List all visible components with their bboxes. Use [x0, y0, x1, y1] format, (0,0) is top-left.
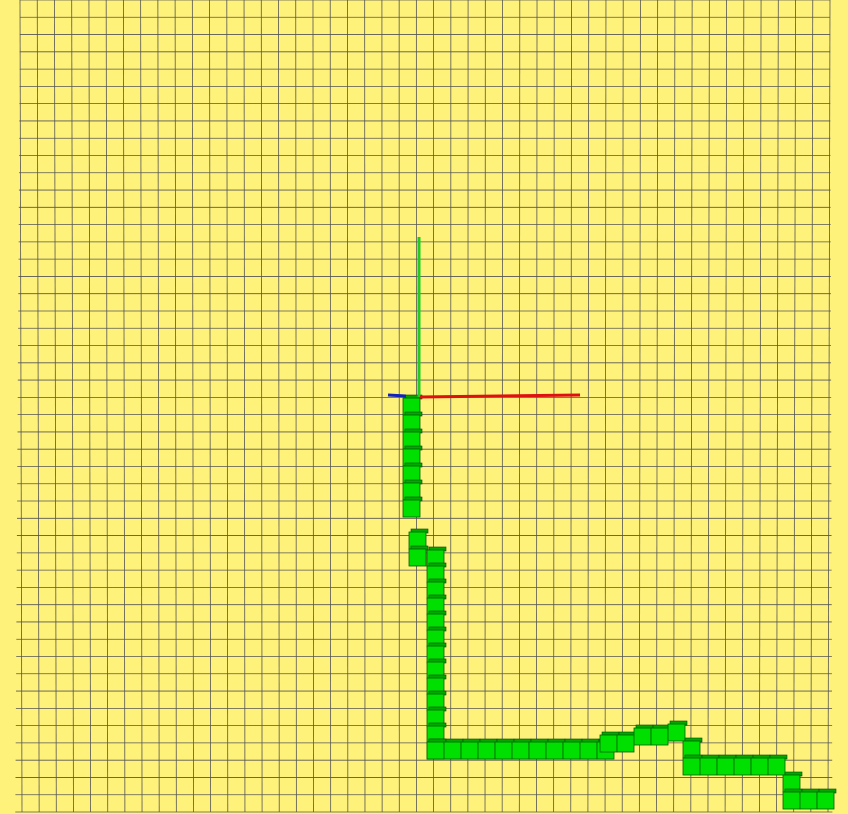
- cube: [699, 757, 718, 776]
- cube: [426, 741, 445, 760]
- grid-line: [724, 0, 727, 813]
- grid-line: [827, 0, 831, 813]
- grid-line: [604, 0, 607, 813]
- grid-line: [295, 0, 297, 813]
- grid-line: [19, 0, 23, 813]
- grid-line: [54, 0, 57, 813]
- cube: [733, 757, 752, 776]
- grid-line: [707, 0, 710, 813]
- cube: [616, 734, 635, 753]
- grid-line: [88, 0, 91, 813]
- x-axis-line: [419, 393, 581, 399]
- grid-line: [191, 0, 194, 813]
- grid-line: [793, 0, 796, 813]
- grid-line: [312, 0, 314, 813]
- cube: [402, 499, 421, 518]
- cube: [767, 757, 786, 776]
- cube: [782, 791, 801, 810]
- grid-line: [36, 0, 40, 813]
- grid-line: [810, 0, 814, 813]
- cube: [511, 741, 530, 760]
- grid-line: [209, 0, 212, 813]
- grid-line: [278, 0, 280, 813]
- grid-line: [690, 0, 693, 813]
- grid-line: [776, 0, 779, 813]
- grid-line: [243, 0, 246, 813]
- grid-line: [140, 0, 143, 813]
- cube: [477, 741, 496, 760]
- cube: [494, 741, 513, 760]
- cube: [562, 741, 581, 760]
- grid-line: [71, 0, 74, 813]
- cube: [579, 741, 598, 760]
- grid-line: [741, 0, 745, 813]
- cube: [633, 727, 652, 746]
- grid-line: [536, 0, 538, 813]
- cube: [716, 757, 735, 776]
- cube-path: [402, 394, 837, 810]
- cube: [750, 757, 769, 776]
- floor-grid: [15, 0, 833, 813]
- grid-line: [157, 0, 160, 813]
- grid-line: [656, 0, 659, 813]
- grid-line: [621, 0, 624, 813]
- grid-line: [638, 0, 641, 813]
- grid-line: [226, 0, 229, 813]
- grid-line: [553, 0, 555, 813]
- grid-line: [105, 0, 109, 813]
- cube: [408, 548, 427, 567]
- cube: [682, 757, 701, 776]
- grid-line: [759, 0, 762, 813]
- cube: [816, 791, 835, 810]
- grid-line: [123, 0, 126, 813]
- cube: [799, 791, 818, 810]
- cube: [545, 741, 564, 760]
- cube: [528, 741, 547, 760]
- grid-line: [587, 0, 590, 813]
- grid-line: [673, 0, 676, 813]
- grid-line: [570, 0, 572, 813]
- cube: [443, 741, 462, 760]
- cube: [460, 741, 479, 760]
- cube: [599, 734, 618, 753]
- cube: [667, 723, 686, 742]
- grid-line: [174, 0, 177, 813]
- z-axis-line: [387, 393, 407, 398]
- grid-line: [260, 0, 263, 813]
- cube: [650, 727, 669, 746]
